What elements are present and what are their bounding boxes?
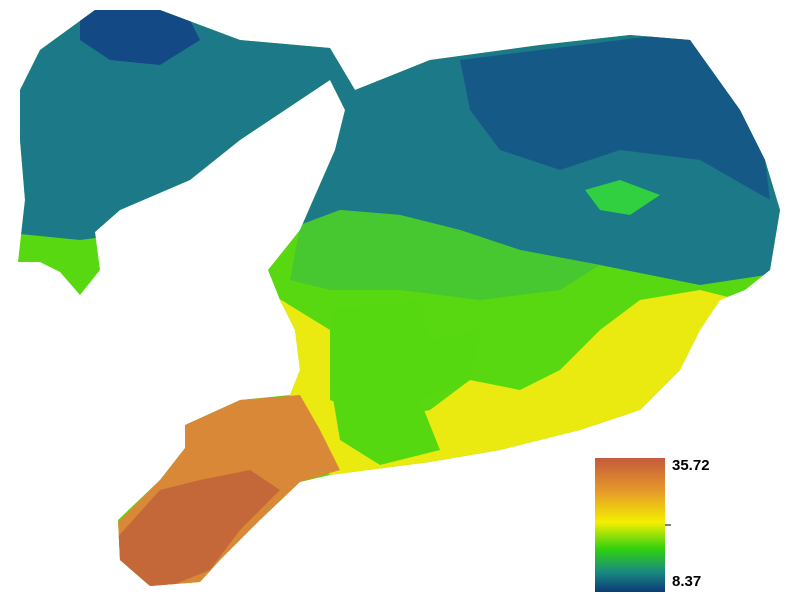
- map-brown: [115, 470, 280, 586]
- legend: 35.72 8.37: [595, 457, 710, 592]
- map-navy: [80, 10, 200, 65]
- map-navy: [460, 30, 770, 200]
- map-green-patch: [585, 180, 660, 215]
- legend-max-label: 35.72: [672, 457, 710, 474]
- legend-colorbar: [595, 458, 665, 592]
- legend-min-label: 8.37: [672, 573, 701, 590]
- map-green-band: [290, 210, 600, 300]
- map-green-core: [330, 300, 480, 465]
